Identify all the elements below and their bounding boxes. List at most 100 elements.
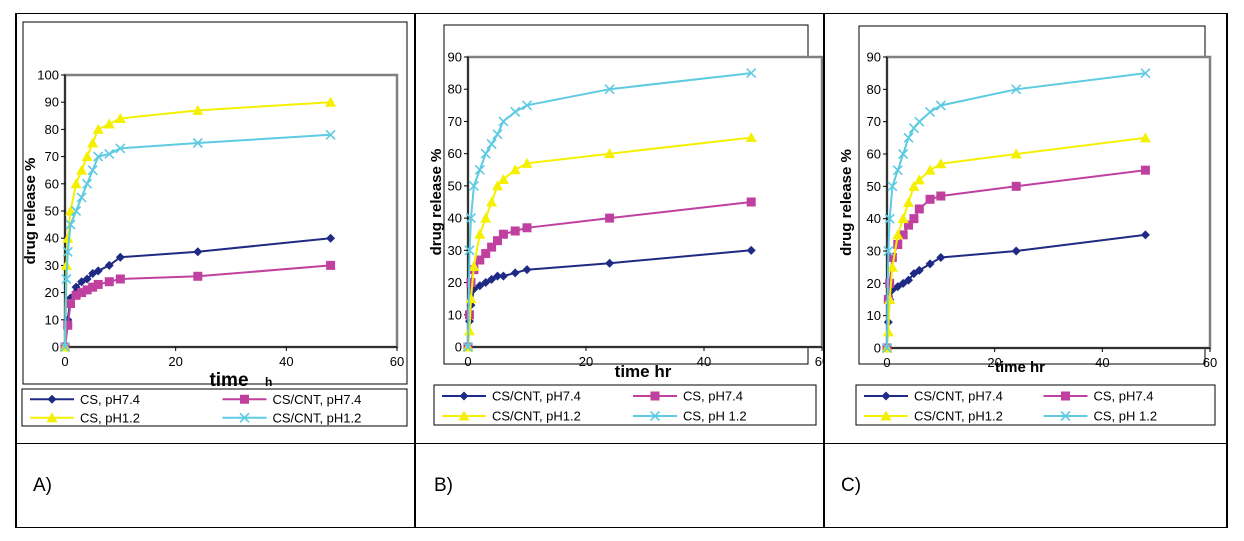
y-tick-label: 50	[448, 178, 462, 193]
data-point	[898, 230, 908, 240]
legend-marker	[239, 412, 250, 423]
legend-item: CS, pH1.2	[30, 410, 140, 425]
data-point	[480, 212, 492, 223]
data-point	[497, 173, 509, 184]
y-tick-label: 30	[448, 243, 462, 258]
x-tick-label: 0	[464, 354, 471, 369]
data-point	[1140, 230, 1150, 240]
data-point	[93, 151, 104, 162]
x-tick-label: 60	[390, 354, 404, 369]
legend-item: CS/CNT, pH1.2	[222, 410, 361, 425]
data-point	[93, 279, 103, 289]
legend-item: CS, pH 1.2	[633, 409, 747, 424]
data-point	[892, 229, 904, 240]
data-point	[76, 164, 88, 175]
data-point	[898, 148, 909, 160]
table-border-bottom	[15, 527, 1228, 528]
data-point	[326, 233, 336, 243]
data-point	[936, 252, 946, 262]
data-point	[71, 290, 81, 300]
y-tick-label: 60	[45, 176, 59, 191]
data-point	[466, 278, 476, 288]
data-point	[193, 247, 203, 257]
panel-label-c: C)	[841, 475, 862, 496]
data-point	[104, 277, 114, 287]
data-point	[61, 273, 72, 285]
plot-area	[885, 55, 1212, 350]
x-tick-label: 40	[697, 354, 711, 369]
y-tick-label: 80	[867, 82, 881, 97]
y-tick-label: 70	[45, 149, 59, 164]
x-tick-label: 20	[579, 354, 593, 369]
data-point	[605, 258, 615, 268]
data-point	[493, 271, 502, 281]
y-tick-label: 60	[867, 147, 881, 162]
legend-label: CS, pH 1.2	[1094, 409, 1158, 424]
data-point	[1011, 84, 1022, 95]
data-point	[325, 129, 336, 140]
legend-marker	[649, 410, 661, 422]
table-divider-2	[823, 13, 825, 528]
data-point	[492, 129, 503, 140]
legend-label: CS/CNT, pH7.4	[492, 389, 581, 404]
data-point	[115, 252, 125, 262]
y-tick-label: 30	[45, 258, 59, 273]
data-point	[70, 178, 82, 189]
plot-area	[63, 73, 399, 349]
legend-marker	[240, 394, 249, 404]
legend-label: CS/CNT, pH1.2	[492, 409, 581, 424]
data-point	[474, 164, 485, 175]
legend-marker	[46, 412, 58, 423]
data-point	[509, 164, 521, 175]
data-point	[1011, 246, 1021, 256]
data-point	[87, 165, 98, 176]
data-point	[193, 271, 203, 281]
y-tick-label: 90	[867, 50, 881, 65]
x-tick-label: 40	[1095, 355, 1109, 370]
y-tick-label: 70	[448, 114, 462, 129]
x-tick-label: 0	[61, 354, 68, 369]
legend-item: CS, pH 1.2	[1043, 409, 1158, 424]
data-point	[468, 260, 480, 271]
data-point	[82, 274, 92, 284]
legend-marker	[880, 410, 892, 421]
legend-box	[433, 384, 817, 426]
chart-frame	[22, 21, 408, 385]
data-point	[914, 116, 925, 127]
data-point	[604, 148, 616, 159]
y-tick-label: 10	[45, 312, 59, 327]
data-point	[480, 148, 491, 159]
y-tick-label: 20	[448, 275, 462, 290]
series-3	[59, 129, 336, 353]
data-point	[604, 84, 615, 95]
data-point	[746, 197, 756, 207]
data-point	[81, 151, 93, 162]
data-point	[914, 204, 924, 214]
legend-marker	[650, 391, 660, 401]
data-point	[885, 278, 895, 288]
legend-label: CS, pH7.4	[80, 392, 140, 407]
data-point	[82, 285, 92, 295]
data-point	[493, 236, 502, 246]
data-point	[498, 229, 508, 239]
data-point	[462, 341, 474, 353]
y-tick-label: 0	[874, 341, 881, 356]
x-tick-label: 20	[168, 354, 182, 369]
x-tick-label: 20	[987, 355, 1001, 370]
data-point	[481, 249, 491, 259]
y-tick-label: 40	[45, 231, 59, 246]
legend-label: CS, pH1.2	[80, 410, 140, 425]
data-point	[465, 213, 477, 224]
data-point	[92, 123, 104, 134]
chart-panel-a: 0 10 20 30 40 50 60 70 80 90 100 0 20 40 60 time h drug r…	[21, 21, 408, 427]
y-tick-label: 50	[867, 179, 881, 194]
legend-item: CS/CNT, pH7.4	[442, 389, 581, 404]
data-point	[892, 165, 903, 176]
data-point	[468, 180, 479, 191]
y-tick-label: 80	[45, 122, 59, 137]
data-point	[487, 242, 497, 252]
data-point	[475, 281, 485, 291]
data-point	[925, 259, 935, 269]
table-row-divider	[15, 443, 1228, 444]
chart-panel-c: 0 10 20 30 40 50 60 70 80 90 0 20 40 60 time hr drug re…	[838, 25, 1217, 426]
